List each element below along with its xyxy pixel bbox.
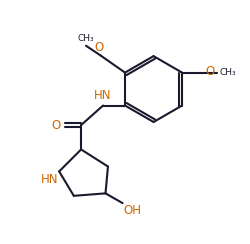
- Text: HN: HN: [94, 89, 112, 102]
- Text: CH₃: CH₃: [77, 34, 94, 43]
- Text: O: O: [52, 119, 60, 132]
- Text: OH: OH: [123, 204, 141, 217]
- Text: O: O: [204, 65, 214, 78]
- Text: HN: HN: [40, 173, 58, 186]
- Text: CH₃: CH₃: [219, 68, 236, 77]
- Text: O: O: [94, 41, 104, 53]
